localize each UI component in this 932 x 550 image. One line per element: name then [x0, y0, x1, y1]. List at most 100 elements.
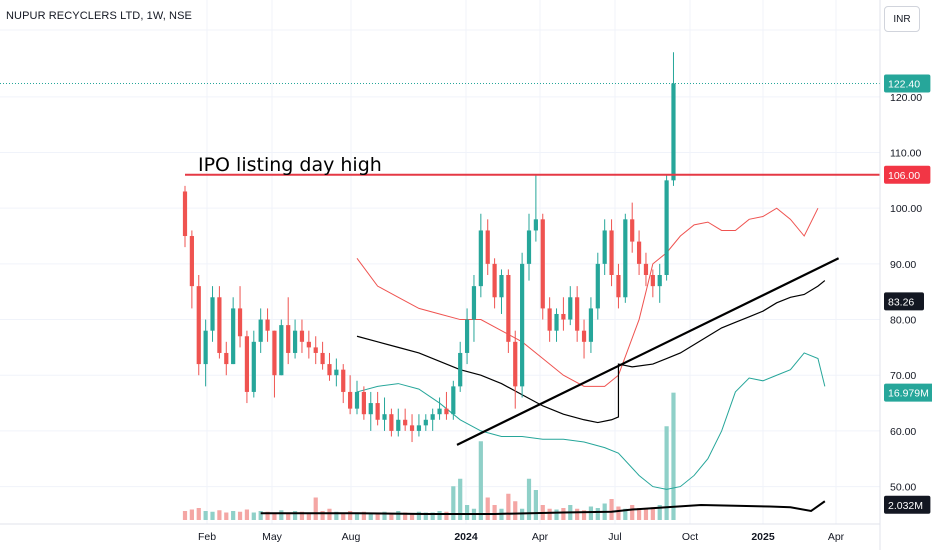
volume-bar [609, 499, 614, 520]
candle-body [602, 230, 607, 264]
candle-body [368, 403, 373, 415]
candle-body [182, 191, 188, 237]
candle-body [451, 386, 456, 415]
volume-bar [306, 514, 311, 520]
candle-body [471, 286, 477, 320]
volume-bar [210, 511, 215, 520]
candle-body [657, 275, 662, 287]
candle-body [327, 364, 332, 376]
candle-body [341, 369, 346, 392]
volume-bar [630, 505, 635, 520]
volume-bar [375, 512, 380, 520]
volume-bar [182, 511, 188, 520]
candle-body [217, 297, 222, 353]
volume-bar [588, 506, 594, 520]
volume-bar [265, 511, 270, 520]
candle-body [396, 419, 401, 431]
candle-body [458, 352, 463, 387]
candle-body [444, 408, 449, 415]
candle-body [581, 330, 587, 342]
price-label: 16.979M [884, 383, 932, 402]
volume-bar [636, 508, 642, 520]
volume-bar [554, 509, 559, 520]
candle-body [526, 230, 532, 264]
candle-body [575, 297, 580, 331]
candle-body [595, 263, 600, 309]
volume-bar [423, 512, 428, 520]
support-trendline [456, 257, 840, 446]
drawings: IPO listing day high [0, 82, 880, 446]
price-label-bg [884, 383, 932, 402]
volume-bar [354, 512, 360, 520]
x-tick-label: 2024 [454, 531, 478, 543]
volume-bar [320, 511, 325, 520]
x-tick-label: Jul [608, 531, 621, 543]
candle-body [313, 347, 318, 353]
candle-body [403, 419, 408, 426]
volume-bar [575, 508, 580, 520]
candle-body [588, 308, 594, 342]
candle-body [361, 391, 366, 415]
price-label-text: 122.40 [888, 78, 920, 90]
volume-bar [237, 511, 243, 520]
volume-ma-line [260, 500, 826, 515]
volume-bar [224, 512, 229, 520]
candle-body [623, 219, 628, 298]
candle-body [389, 414, 394, 431]
volume-bar [313, 497, 318, 520]
price-label-bg [884, 495, 931, 514]
volume-bar [533, 490, 538, 520]
price-label: 2.032M [884, 495, 931, 514]
volume-bar [327, 508, 332, 520]
candle-body [416, 425, 422, 431]
candle-body [513, 341, 518, 387]
volume-bar [506, 493, 511, 520]
candle-body [664, 180, 669, 275]
y-tick-label: 100.00 [890, 203, 922, 215]
candlesticks [182, 52, 676, 443]
volume-bar [244, 509, 250, 520]
price-axis: 50.00 60.00 70.00 80.00 90.00 100.00 110.00 120… [879, 0, 922, 550]
candle-body [258, 319, 263, 342]
candle-body [561, 313, 566, 320]
volume-bar [189, 509, 194, 520]
candle-body [609, 230, 614, 275]
currency-selector[interactable]: INR [884, 6, 920, 32]
volume-bar [444, 511, 449, 520]
y-tick-label: 120.00 [890, 92, 922, 104]
x-tick-label: Feb [198, 531, 216, 543]
volume-moving-average [260, 500, 826, 515]
volume-bar [581, 510, 587, 520]
y-tick-label: 110.00 [890, 148, 921, 160]
volume-bar [217, 510, 222, 520]
volume-bar [341, 512, 346, 520]
candle-body [251, 341, 256, 392]
candle-body [568, 297, 573, 320]
candle-body [320, 352, 325, 365]
volume-bar [671, 392, 676, 520]
symbol-title: NUPUR RECYCLERS LTD, 1W, NSE [6, 10, 192, 22]
x-tick-label: Apr [532, 531, 549, 543]
candle-body [382, 414, 387, 420]
candle-body [643, 263, 649, 275]
volume-bar [203, 511, 208, 520]
ipo-annotation: IPO listing day high [198, 154, 382, 176]
candle-body [237, 308, 243, 337]
x-tick-label: 2025 [751, 531, 775, 543]
candle-body [423, 419, 428, 426]
volume-bar [258, 511, 263, 520]
volume-bar [547, 508, 552, 520]
candle-body [224, 352, 229, 365]
candle-body [464, 319, 470, 353]
price-label-text: 83.26 [888, 296, 914, 308]
candle-body [279, 325, 284, 376]
x-tick-label: May [262, 531, 283, 543]
candle-body [210, 297, 215, 331]
candle-body [650, 275, 655, 287]
volume-bar [299, 511, 305, 520]
y-tick-label: 80.00 [890, 315, 916, 327]
volume-bar [403, 512, 408, 520]
price-label-bg [884, 292, 924, 311]
volume-bar [485, 497, 490, 520]
